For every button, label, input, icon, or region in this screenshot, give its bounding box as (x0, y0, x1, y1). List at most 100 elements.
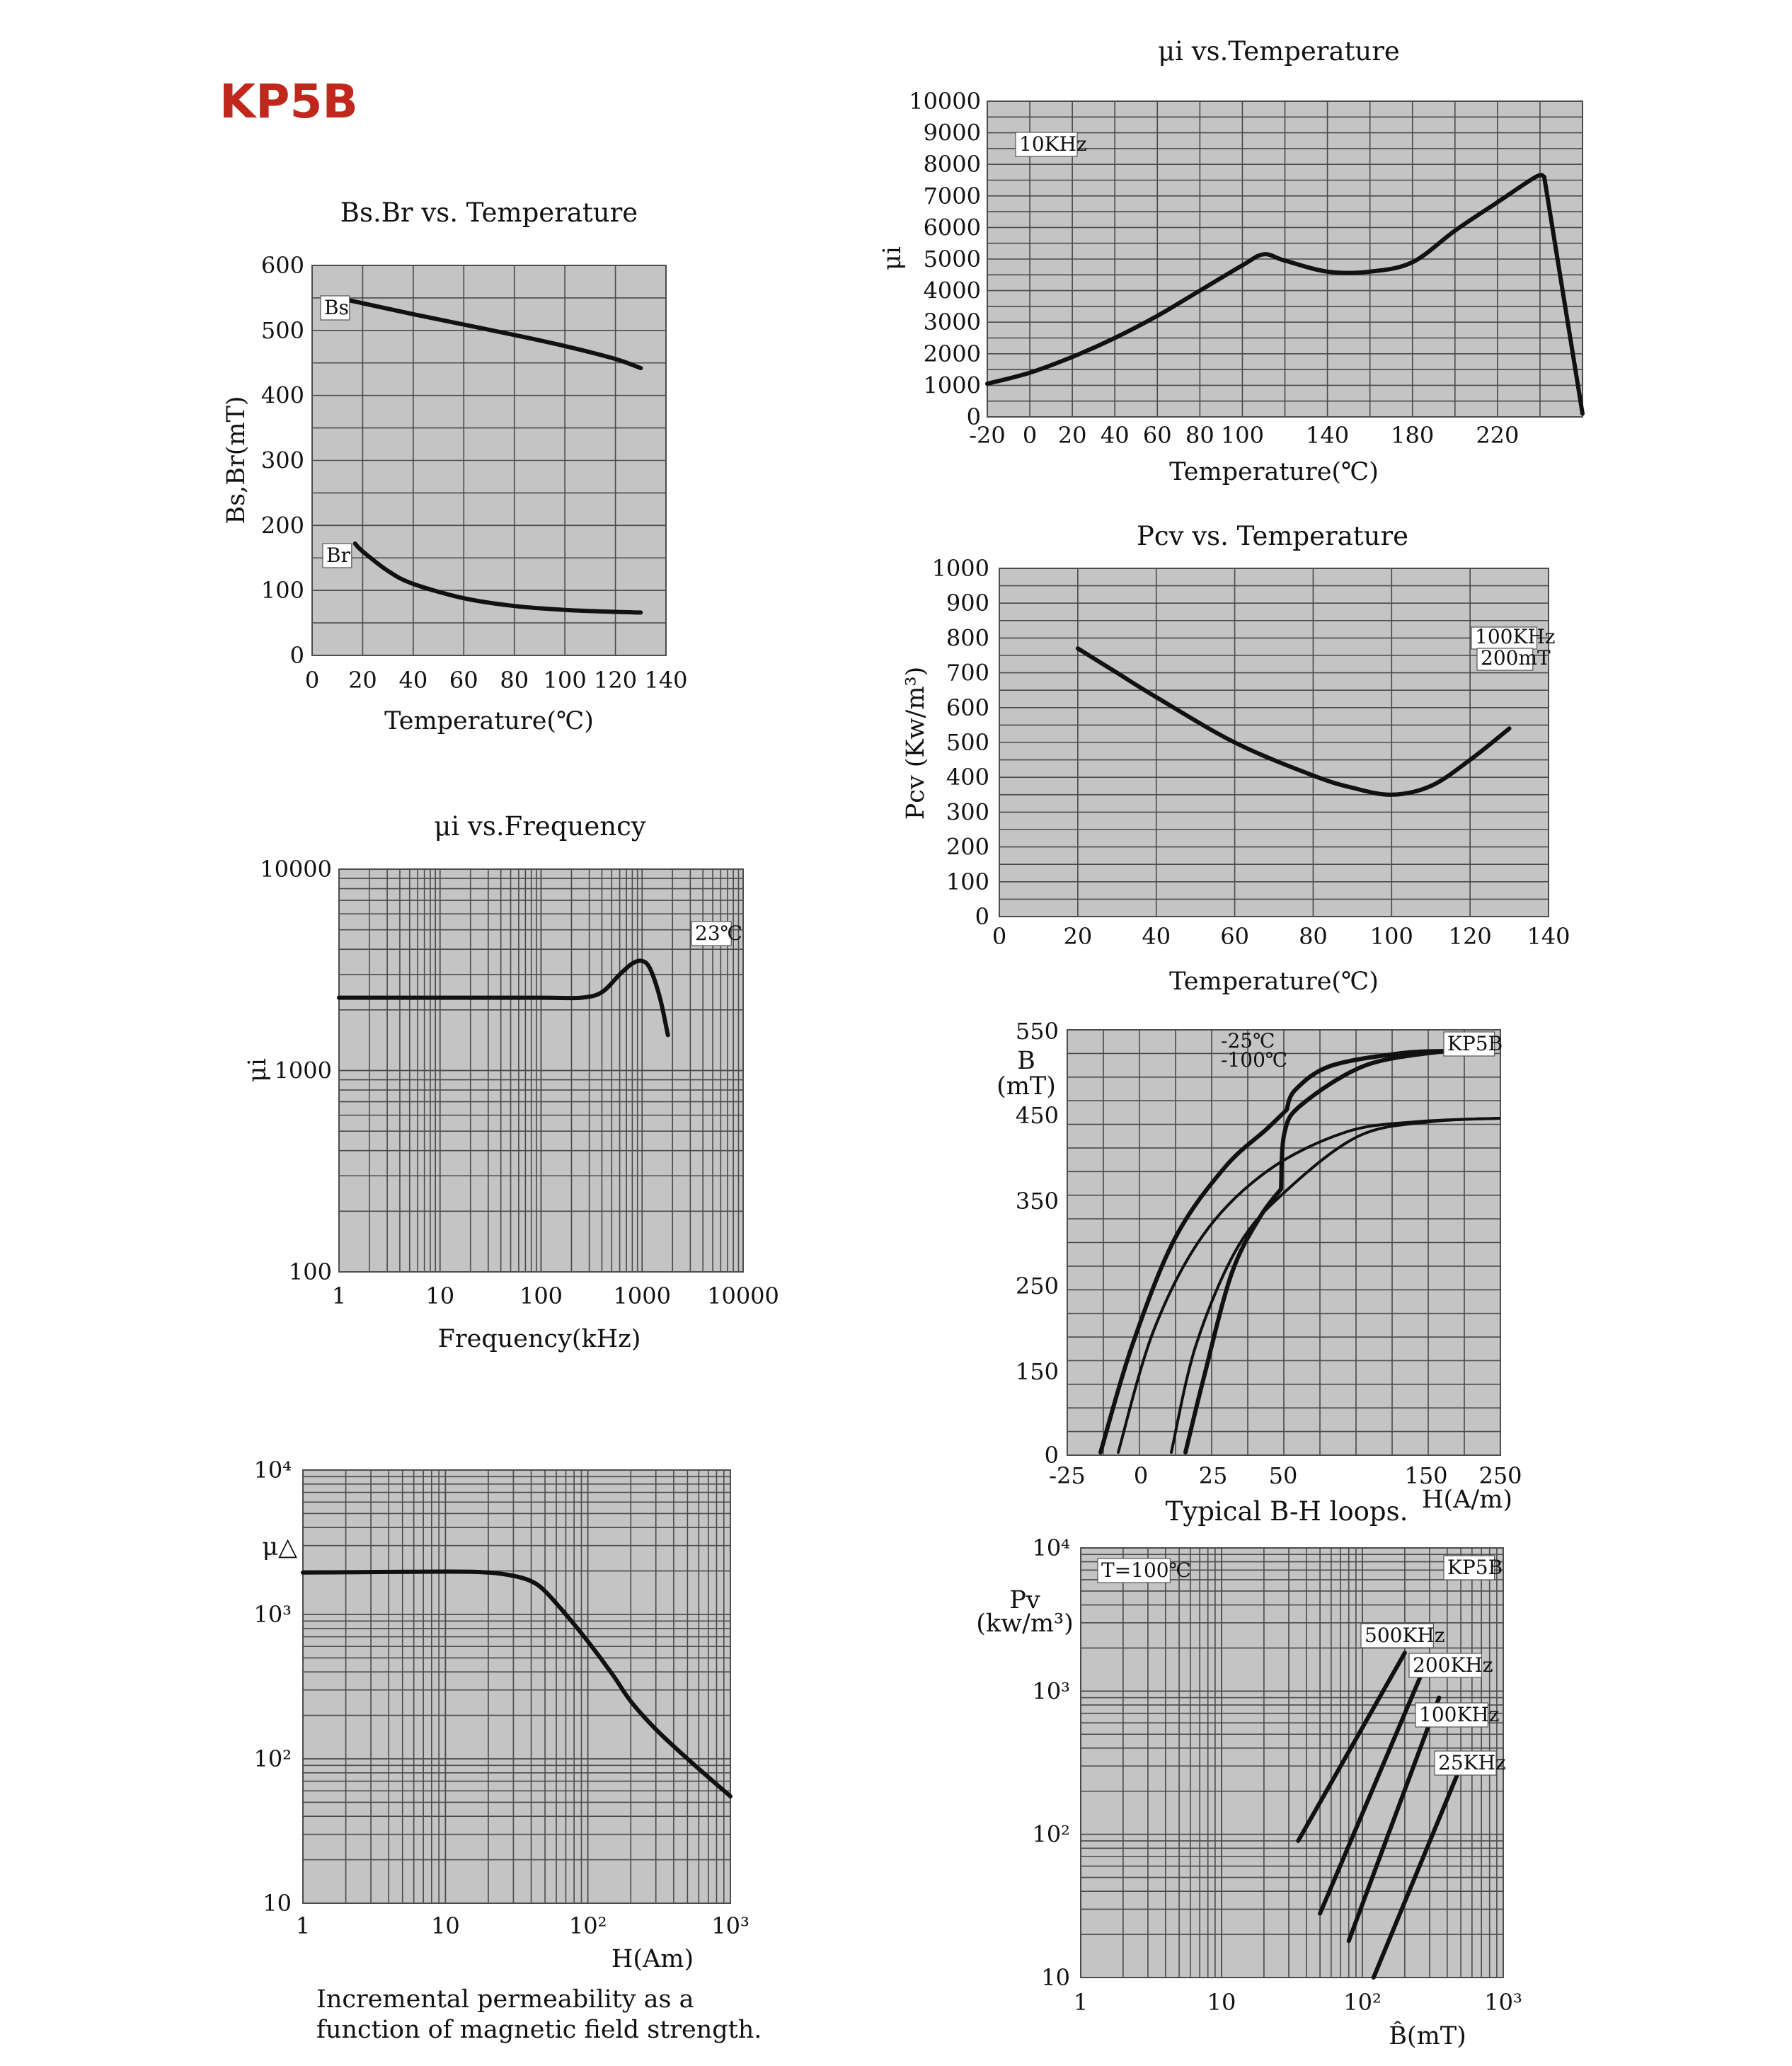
bh-loop-inner-left (1117, 1117, 1500, 1454)
y-tick-label: 9000 (924, 120, 981, 147)
y-tick-label: 550 (1016, 1018, 1059, 1045)
chart-title: μi vs.Frequency (434, 811, 646, 842)
y-axis-label: Bs,Br(mT) (222, 396, 251, 524)
x-tick-label: 1000 (614, 1282, 671, 1309)
x-tick-label: 120 (594, 667, 637, 694)
x-tick-label: 80 (1299, 923, 1328, 950)
flux-label: 200mT (1481, 646, 1551, 670)
loss-line-label: 100KHz (1419, 1703, 1500, 1726)
x-tick-label: 180 (1391, 422, 1434, 449)
y-axis-label: μi (878, 246, 907, 270)
y-tick-label: 8000 (924, 151, 981, 178)
y-tick-label: 2000 (924, 340, 981, 367)
x-tick-label: 140 (644, 667, 687, 694)
temperature-label-box (1097, 1558, 1171, 1583)
mui-drop-line (1541, 175, 1585, 416)
bh-loop-outer-left (1098, 1108, 1289, 1454)
chart-bs-br-vs-temperature: Bs Br 0 20 40 60 80 100 120 140 0 100 200 300 400 500 60… (222, 197, 688, 735)
y-tick-label: 150 (1016, 1358, 1059, 1385)
x-axis-label: Temperature(℃) (384, 707, 594, 735)
x-tick-label: 220 (1476, 422, 1519, 449)
y-tick-label: 300 (946, 798, 989, 825)
flux-label-box (1476, 648, 1534, 671)
x-tick-label: 80 (1185, 422, 1214, 449)
y-tick-label: 10 (1041, 1964, 1070, 1991)
x-tick-label: -25 (1049, 1462, 1086, 1489)
chart-title: μi vs.Temperature (1158, 36, 1400, 67)
y-axis-unit: (mT) (996, 1072, 1056, 1101)
x-tick-label: 100 (519, 1282, 563, 1309)
x-tick-label: 10000 (707, 1282, 779, 1309)
y-tick-label: 10³ (253, 1601, 292, 1628)
y-tick-label: 10² (1032, 1821, 1070, 1848)
y-tick-label: 500 (261, 317, 304, 344)
y-tick-label: 0 (967, 403, 981, 430)
series-br-line (352, 541, 643, 615)
y-tick-label: 0 (1045, 1442, 1059, 1469)
y-tick-label: 10000 (260, 856, 332, 883)
loss-line-200khz (1318, 1668, 1425, 1916)
y-tick-label: 900 (946, 590, 989, 616)
y-axis-label: Pv (1009, 1586, 1040, 1614)
y-tick-label: 200 (946, 834, 989, 861)
caption-line: function of magnetic field strength. (316, 2016, 762, 2044)
y-tick-label: 400 (946, 764, 989, 791)
x-tick-label: 10 (425, 1282, 454, 1309)
x-tick-label: 0 (1023, 422, 1037, 449)
temperature-label: T=100℃ (1101, 1559, 1191, 1582)
x-tick-label: 10² (569, 1912, 607, 1939)
y-tick-label: 450 (1016, 1102, 1059, 1129)
y-tick-label: 10⁴ (253, 1457, 292, 1483)
y-tick-label: 500 (946, 729, 989, 756)
y-tick-label: 700 (946, 660, 989, 687)
y-axis-unit: (kw/m³) (976, 1609, 1074, 1638)
chart-mui-vs-frequency: 23℃ 1 10 100 1000 10000 100 1000 10000 μi vs.Freq… (243, 811, 779, 1353)
x-tick-label: 40 (1142, 923, 1171, 950)
y-tick-label: 10 (263, 1890, 292, 1917)
chart-title: Pcv vs. Temperature (1137, 521, 1408, 551)
y-tick-label: 7000 (924, 183, 981, 210)
loss-line-label-box (1434, 1750, 1497, 1776)
y-tick-label: 800 (946, 624, 989, 651)
x-tick-label: 25 (1199, 1462, 1228, 1489)
y-axis-label: μi (243, 1058, 272, 1082)
mui-frequency-line (337, 958, 670, 1038)
x-tick-label: 0 (992, 923, 1006, 950)
material-label-box (1443, 1031, 1495, 1057)
x-tick-label: 250 (1478, 1462, 1522, 1489)
x-tick-label: 10 (431, 1912, 460, 1939)
series-bs-line (348, 298, 643, 371)
x-tick-label: 60 (1143, 422, 1172, 449)
y-tick-label: 10⁴ (1032, 1534, 1070, 1561)
chart-title: Bs.Br vs. Temperature (340, 197, 638, 228)
frequency-label-box (1015, 132, 1078, 157)
y-axis-label: B (1017, 1047, 1035, 1075)
x-tick-label: 100 (544, 667, 587, 694)
mui-temperature-line (985, 173, 1546, 386)
x-tick-label: 0 (305, 667, 319, 694)
x-tick-label: 0 (1134, 1462, 1148, 1489)
bh-loop-outer-top (1285, 1049, 1446, 1112)
x-tick-label: 20 (1058, 422, 1087, 449)
material-label: KP5B (1447, 1556, 1503, 1579)
y-tick-label: 0 (290, 642, 304, 669)
loss-line-label: 25KHz (1438, 1751, 1506, 1774)
y-tick-label: 10000 (909, 88, 981, 115)
x-tick-label: 60 (449, 667, 478, 694)
y-tick-label: 4000 (924, 277, 981, 304)
x-tick-label: 120 (1449, 923, 1492, 950)
temperature-label-box (691, 921, 732, 946)
x-axis-label: Temperature(℃) (1169, 968, 1379, 996)
loss-line-25khz (1371, 1764, 1464, 1980)
frequency-label: 10KHz (1019, 132, 1087, 156)
y-tick-label: 400 (261, 382, 304, 409)
loss-line-label: 500KHz (1365, 1624, 1445, 1647)
y-tick-label: 600 (946, 694, 989, 721)
pcv-temperature-line (1075, 646, 1512, 797)
x-tick-label: 40 (1101, 422, 1130, 449)
x-tick-label: 80 (500, 667, 529, 694)
material-label-box (1443, 1555, 1495, 1580)
